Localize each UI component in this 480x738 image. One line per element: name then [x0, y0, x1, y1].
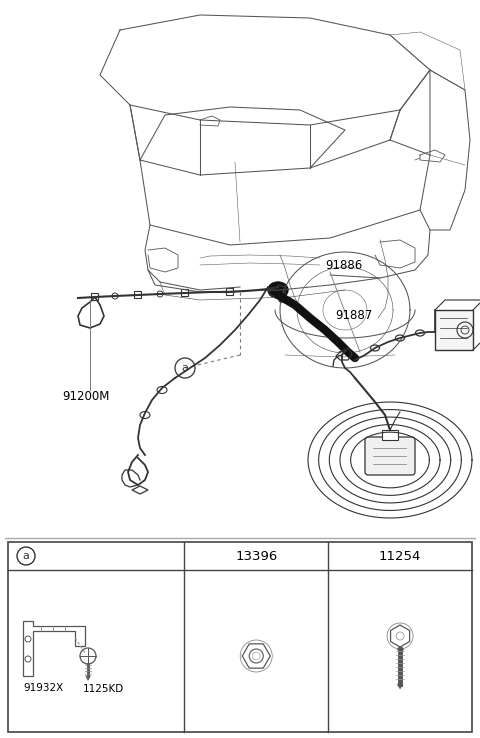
Bar	[226, 288, 233, 295]
FancyBboxPatch shape	[435, 310, 473, 350]
Text: 91200M: 91200M	[62, 390, 109, 403]
Text: a: a	[181, 363, 189, 373]
Text: 1125KD: 1125KD	[83, 684, 124, 694]
Text: 13396: 13396	[235, 550, 277, 562]
Bar	[8, 542, 472, 732]
Polygon shape	[397, 684, 403, 689]
Text: 91887: 91887	[335, 309, 372, 322]
FancyBboxPatch shape	[382, 430, 398, 440]
Bar	[91, 293, 98, 300]
Text: 91932X: 91932X	[23, 683, 63, 693]
Text: a: a	[23, 551, 29, 561]
Bar	[181, 289, 188, 296]
FancyBboxPatch shape	[365, 437, 415, 475]
Ellipse shape	[268, 282, 288, 298]
Bar	[134, 291, 141, 298]
Text: 11254: 11254	[379, 550, 421, 562]
Text: 91886: 91886	[325, 259, 362, 272]
